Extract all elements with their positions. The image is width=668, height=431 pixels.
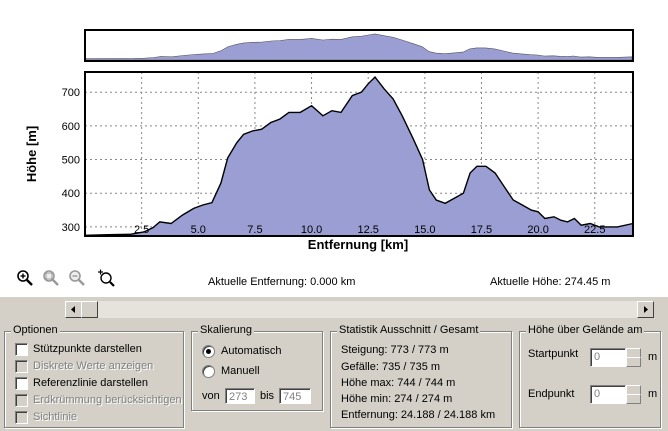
to-input[interactable]: 745 (279, 388, 311, 404)
option-reference-line[interactable]: Referenzlinie darstellen (15, 376, 148, 390)
end-unit: m (648, 388, 658, 400)
radio-manual[interactable]: Manuell (202, 364, 260, 378)
x-tick-label: 20.0 (527, 224, 548, 236)
current-height: Aktuelle Höhe: 274.45 m (490, 276, 611, 288)
stat-ascent: Steigung: 773 / 773 m (341, 344, 449, 356)
y-tick-label: 500 (62, 155, 80, 167)
zoom-out-icon[interactable] (68, 269, 86, 287)
x-tick-label: 7.5 (247, 224, 262, 236)
option-support-points[interactable]: Stützpunkte darstellen (15, 342, 142, 356)
checkbox (15, 393, 28, 407)
elevation-line (84, 76, 634, 236)
x-tick-label: 10.0 (301, 224, 322, 236)
checkbox[interactable] (15, 342, 28, 356)
arrow-right-icon (644, 306, 648, 313)
from-input[interactable]: 273 (225, 388, 255, 404)
overview-frame (84, 29, 634, 62)
scaling-group: Skalierung Automatisch Manuell von 273 b… (191, 324, 323, 411)
zoom-range-icon[interactable] (42, 269, 60, 287)
start-input[interactable]: 0 (590, 348, 626, 367)
zoom-reset-icon[interactable] (97, 269, 115, 287)
overview-area (85, 33, 633, 61)
x-tick-label: 5.0 (191, 224, 206, 236)
end-label: Endpunkt (528, 388, 575, 400)
x-axis-label: Entfernung [km] (308, 237, 408, 252)
x-tick-label: 2.5 (134, 224, 149, 236)
end-spinner[interactable] (626, 385, 641, 404)
current-distance: Aktuelle Entfernung: 0.000 km (208, 276, 356, 288)
options-group: Optionen Stützpunkte darstellen Diskrete… (4, 324, 184, 428)
checkbox[interactable] (15, 376, 28, 390)
horizontal-scrollbar[interactable] (65, 301, 654, 318)
from-label: von (202, 390, 220, 402)
radio-button[interactable] (202, 364, 215, 378)
stat-height-max: Höhe max: 744 / 744 m (341, 377, 456, 389)
statistics-title: Statistik Ausschnitt / Gesamt (337, 324, 481, 336)
stat-descent: Gefälle: 735 / 735 m (341, 361, 441, 373)
plot-frame (84, 71, 634, 237)
end-input[interactable]: 0 (590, 385, 626, 404)
option-earth-curvature: Erdkrümmung berücksichtigen (15, 393, 182, 407)
scroll-right-button[interactable] (637, 301, 654, 318)
x-tick-label: 15.0 (414, 224, 435, 236)
scaling-title: Skalierung (198, 324, 254, 336)
statistics-group: Statistik Ausschnitt / Gesamt Steigung: … (330, 324, 512, 428)
scroll-left-button[interactable] (65, 301, 82, 318)
option-discrete-values: Diskrete Werte anzeigen (15, 359, 153, 373)
scroll-thumb[interactable] (81, 301, 98, 318)
elevation-area (85, 77, 633, 236)
y-tick-label: 600 (62, 121, 80, 133)
options-title: Optionen (11, 324, 60, 336)
start-spinner[interactable] (626, 348, 641, 367)
zoom-in-icon[interactable] (16, 269, 34, 287)
terrain-height-group: Höhe über Gelände am Startpunkt 0 m Endp… (519, 324, 661, 428)
elevation-profile-chart[interactable]: 300 400 500 600 700 2.5 5.0 7.5 10.0 12.5 15.0 17.… (0, 0, 668, 297)
overview-strip[interactable] (84, 29, 634, 62)
start-unit: m (648, 351, 658, 363)
x-tick-label: 17.5 (471, 224, 492, 236)
checkbox (15, 410, 28, 424)
option-line-of-sight: Sichtlinie (15, 410, 77, 424)
to-label: bis (260, 390, 275, 402)
stat-distance: Entfernung: 24.188 / 24.188 km (341, 409, 496, 421)
y-axis-label: Höhe [m] (24, 126, 39, 182)
y-tick-label: 400 (62, 188, 80, 200)
stat-height-min: Höhe min: 274 / 274 m (341, 393, 453, 405)
y-tick-label: 300 (62, 222, 80, 234)
x-tick-label: 22.5 (584, 224, 605, 236)
arrow-left-icon (71, 306, 75, 313)
y-tick-label: 700 (62, 87, 80, 99)
chart-area: 300 400 500 600 700 2.5 5.0 7.5 10.0 12.5 15.0 17.… (0, 0, 668, 297)
checkbox (15, 359, 28, 373)
radio-automatic[interactable]: Automatisch (202, 344, 282, 358)
radio-button[interactable] (202, 344, 215, 358)
x-tick-label: 12.5 (357, 224, 378, 236)
terrain-title: Höhe über Gelände am (526, 324, 645, 336)
start-label: Startpunkt (528, 348, 579, 360)
